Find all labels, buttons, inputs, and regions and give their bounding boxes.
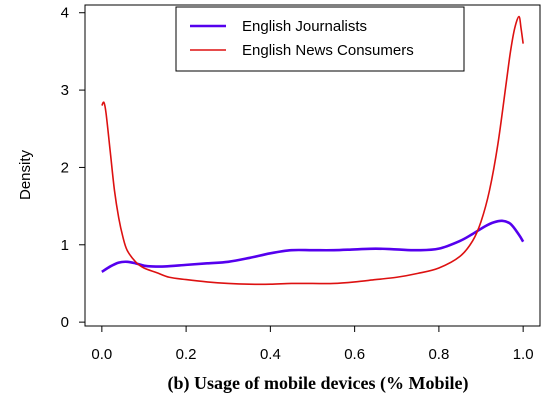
plot-frame [84, 4, 541, 327]
x-tick-label: 0.4 [260, 346, 281, 363]
legend: English Journalists English News Consumer… [175, 6, 465, 72]
y-tick-label: 3 [61, 82, 69, 99]
y-tick-label: 4 [61, 5, 69, 22]
legend-label: English News Consumers [242, 42, 414, 59]
series-line-news-consumers [101, 15, 524, 286]
series-lines [101, 15, 525, 286]
chart-title: (b) Usage of mobile devices (% Mobile) [168, 373, 469, 394]
y-tick-label: 2 [61, 159, 69, 176]
legend-label: English Journalists [242, 18, 367, 35]
legend-box [175, 6, 465, 72]
plot-area [84, 4, 541, 327]
y-axis-label: Density [17, 149, 34, 200]
y-tick-label: 1 [61, 237, 69, 254]
y-axis: 0 1 2 3 4 [61, 5, 85, 331]
x-tick-label: 0.2 [176, 346, 197, 363]
x-tick-label: 0.6 [344, 346, 365, 363]
x-tick-label: 0.8 [428, 346, 449, 363]
y-tick-label: 0 [61, 314, 69, 331]
x-tick-label: 0.0 [91, 346, 112, 363]
x-tick-label: 1.0 [513, 346, 534, 363]
series-line-journalists [101, 219, 525, 273]
x-axis: 0.0 0.2 0.4 0.6 0.8 1.0 [91, 326, 534, 363]
